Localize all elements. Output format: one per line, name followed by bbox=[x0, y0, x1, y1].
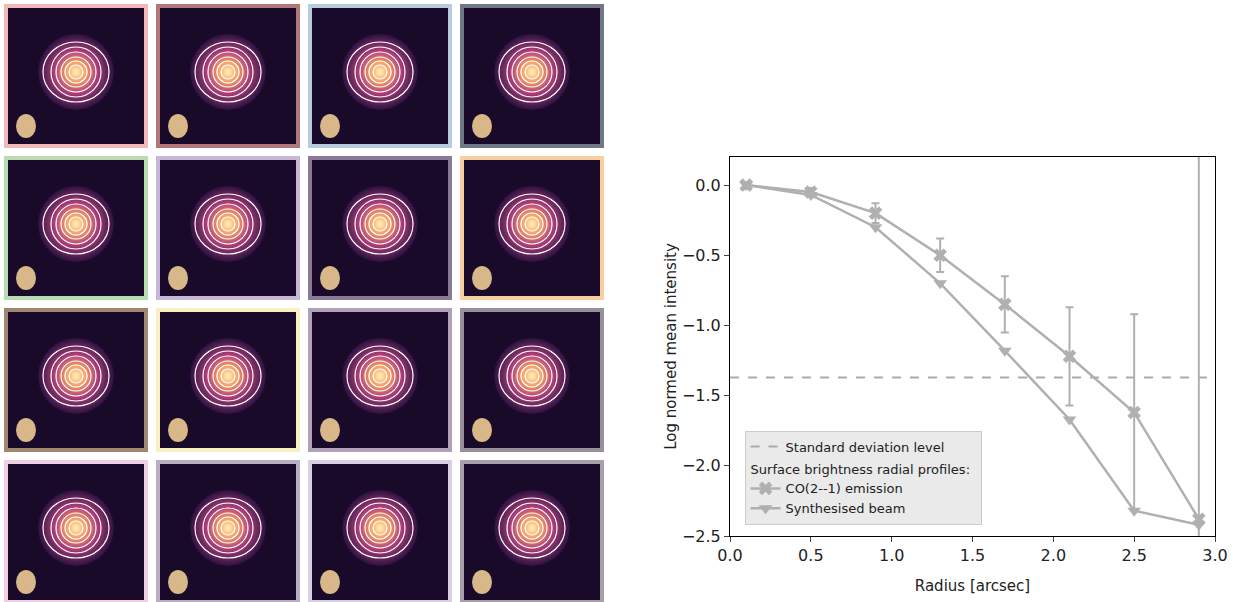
svg-text:CO(2--1) emission: CO(2--1) emission bbox=[786, 481, 903, 496]
svg-text:2.0: 2.0 bbox=[1041, 546, 1066, 565]
svg-text:0.0: 0.0 bbox=[717, 546, 742, 565]
svg-text:0.5: 0.5 bbox=[798, 546, 823, 565]
svg-text:−2.0: −2.0 bbox=[682, 456, 721, 475]
svg-text:−2.5: −2.5 bbox=[682, 527, 721, 546]
svg-text:0.0: 0.0 bbox=[695, 176, 720, 195]
svg-text:1.0: 1.0 bbox=[879, 546, 904, 565]
svg-text:Standard deviation level: Standard deviation level bbox=[786, 440, 945, 455]
svg-text:−0.5: −0.5 bbox=[682, 246, 721, 265]
svg-text:Synthesised beam: Synthesised beam bbox=[786, 501, 906, 516]
svg-text:Surface brightness radial prof: Surface brightness radial profiles: bbox=[751, 462, 970, 477]
svg-text:1.5: 1.5 bbox=[960, 546, 985, 565]
svg-text:3.0: 3.0 bbox=[1202, 546, 1227, 565]
svg-text:−1.5: −1.5 bbox=[682, 386, 721, 405]
svg-text:Radius [arcsec]: Radius [arcsec] bbox=[915, 577, 1030, 595]
svg-text:Log normed mean intensity: Log normed mean intensity bbox=[662, 243, 680, 450]
svg-text:−1.0: −1.0 bbox=[682, 316, 721, 335]
svg-text:2.5: 2.5 bbox=[1121, 546, 1146, 565]
